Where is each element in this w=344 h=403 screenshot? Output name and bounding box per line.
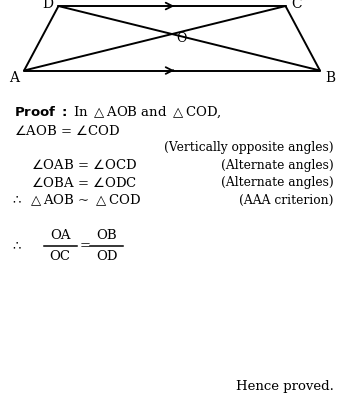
Text: OB: OB [96,229,117,242]
Text: $\angle$OBA = $\angle$ODC: $\angle$OBA = $\angle$ODC [31,176,137,190]
Text: OC: OC [50,250,71,263]
Text: A: A [9,71,19,85]
Text: OD: OD [96,250,117,263]
Text: O: O [176,32,187,46]
Text: OA: OA [50,229,71,242]
Text: (Alternate angles): (Alternate angles) [221,177,334,189]
Text: $\therefore$: $\therefore$ [10,239,22,252]
Text: C: C [291,0,302,11]
Text: (Vertically opposite angles): (Vertically opposite angles) [164,141,334,154]
Text: (AAA criterion): (AAA criterion) [239,194,334,207]
Text: $\therefore$ $\triangle$AOB ~ $\triangle$COD: $\therefore$ $\triangle$AOB ~ $\triangle… [10,193,141,208]
Text: $\angle$OAB = $\angle$OCD: $\angle$OAB = $\angle$OCD [31,158,137,172]
Text: (Alternate angles): (Alternate angles) [221,159,334,172]
Text: $\angle$AOB = $\angle$COD: $\angle$AOB = $\angle$COD [14,125,120,138]
Text: =: = [80,239,91,252]
Text: B: B [325,71,335,85]
Text: $\mathbf{Proof}$ $\mathbf{:}$ In $\triangle$AOB and $\triangle$COD,: $\mathbf{Proof}$ $\mathbf{:}$ In $\trian… [14,104,222,120]
Text: D: D [42,0,53,11]
Text: Hence proved.: Hence proved. [236,380,334,393]
